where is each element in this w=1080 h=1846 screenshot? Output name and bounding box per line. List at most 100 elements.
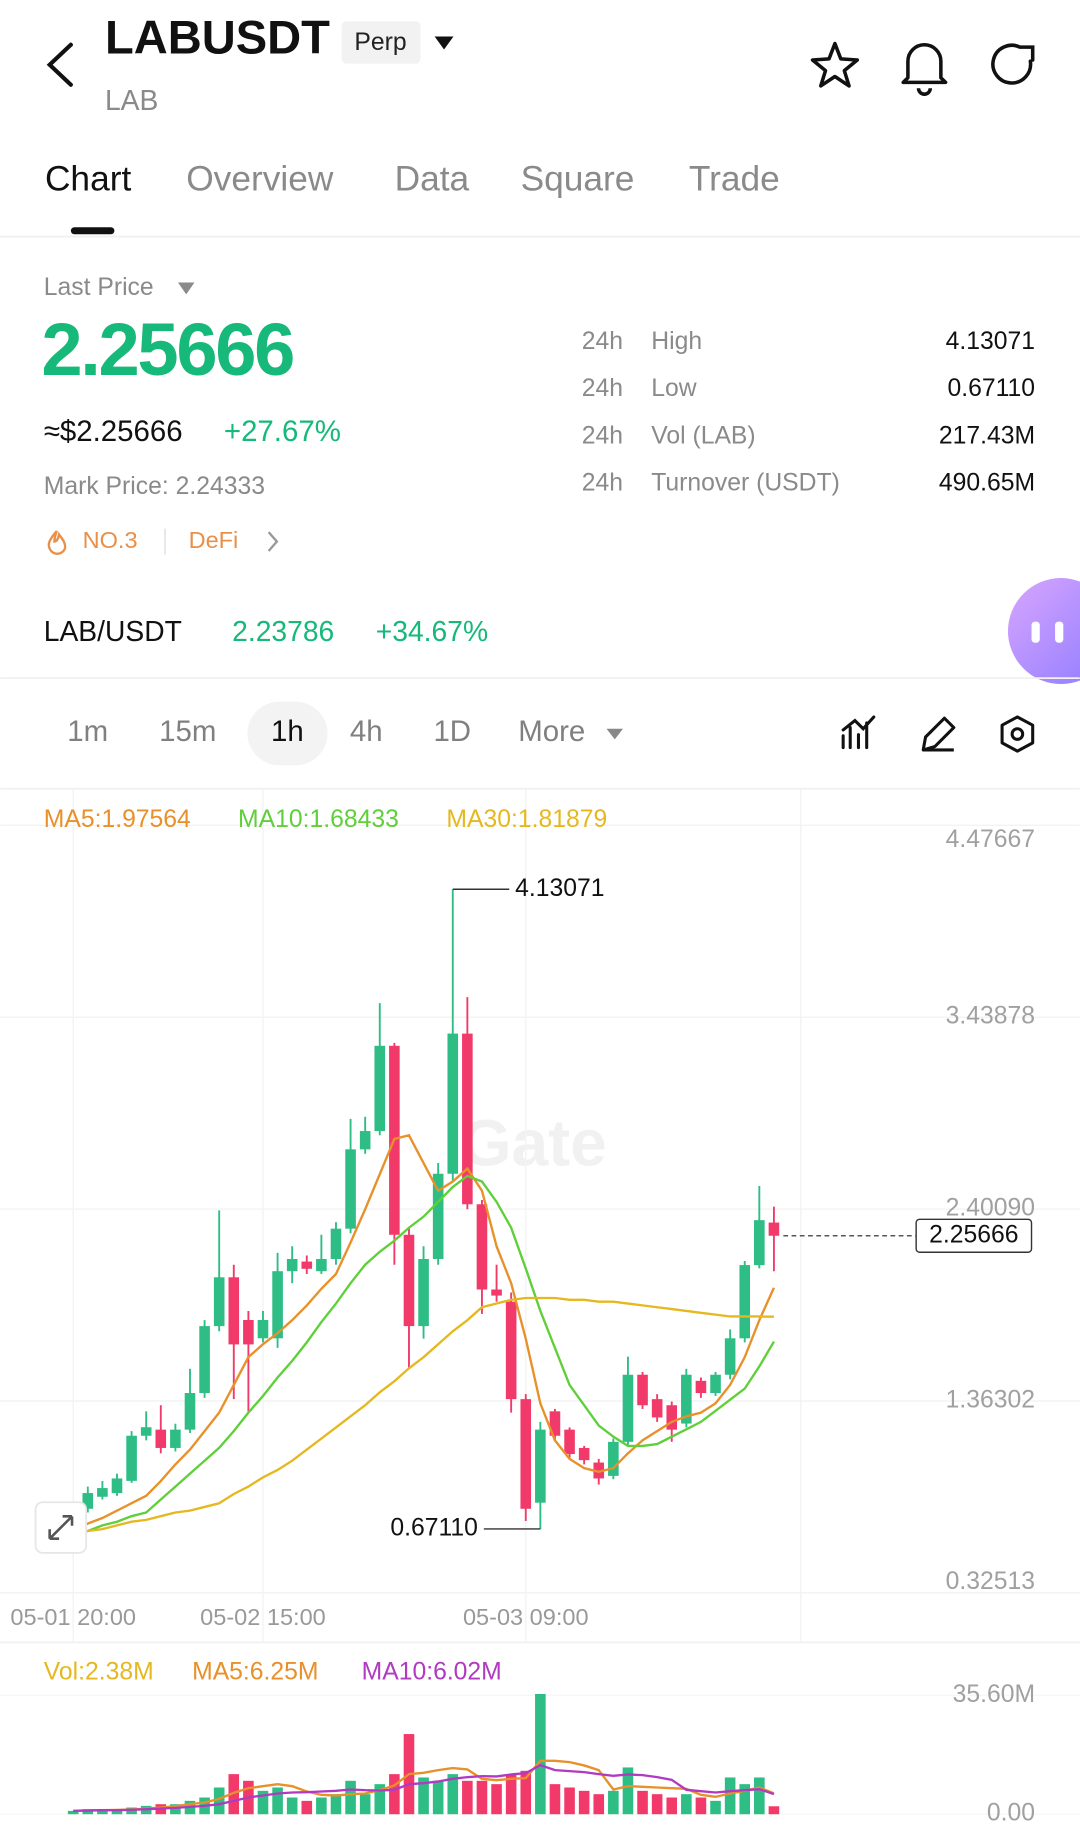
annotation-label: 0.67110 [390, 1514, 478, 1541]
stat-period: 24h [582, 328, 623, 355]
dropdown-icon[interactable] [434, 36, 454, 50]
candle-body [359, 1131, 371, 1150]
stat-value: 217.43M [939, 422, 1035, 449]
y-tick-label: 3.43878 [946, 1003, 1035, 1030]
watermark: Gate [460, 1105, 607, 1179]
interval[interactable]: 1D [433, 715, 471, 748]
volume-bar [301, 1800, 313, 1815]
candle-body [622, 1374, 634, 1442]
volume-bar [491, 1784, 502, 1815]
y-tick-label: 4.47667 [946, 826, 1035, 853]
price-box [915, 1218, 1033, 1253]
interval[interactable]: 1m [67, 715, 108, 748]
x-tick-label: 05-02 15:00 [200, 1604, 326, 1630]
y-tick-label: 2.40090 [946, 1195, 1035, 1222]
draw-icon[interactable] [921, 716, 956, 752]
ma-legend: MA10:1.68433 [238, 806, 399, 833]
back-button[interactable] [46, 42, 73, 87]
indicator-icon[interactable] [841, 715, 876, 750]
candle-body [666, 1405, 678, 1430]
ma-line [72, 1133, 776, 1533]
candle-body [286, 1258, 298, 1272]
candle-body [374, 1045, 386, 1132]
sector-tag[interactable]: DeFi [189, 527, 239, 553]
candle-body [140, 1427, 152, 1436]
ma-legend: MA5:1.97564 [44, 806, 191, 833]
rank-tag[interactable]: NO.3 [83, 527, 138, 553]
spot-pair[interactable]: LAB/USDT [44, 615, 182, 647]
caption-dropdown[interactable] [177, 282, 195, 295]
y-tick-label: 1.36302 [946, 1387, 1035, 1414]
bubble-glyph [1031, 621, 1040, 643]
volume-bar [739, 1784, 751, 1815]
candle-body [243, 1320, 254, 1345]
alert-icon[interactable] [901, 42, 948, 96]
volume-bar [67, 1810, 79, 1815]
candle-body [97, 1488, 108, 1497]
candle-body [228, 1277, 240, 1345]
interval[interactable]: 1h [271, 715, 304, 748]
interval[interactable]: More [518, 715, 585, 748]
tab-bar: Chart Overview Data Square Trade [45, 160, 780, 199]
volume-bar [316, 1797, 327, 1815]
candle-body [651, 1399, 663, 1418]
settings-icon[interactable] [1000, 715, 1035, 753]
candle-body [213, 1277, 225, 1327]
price-caption: Last Price [44, 274, 154, 301]
candle-body [403, 1234, 415, 1327]
candle-body [710, 1374, 721, 1394]
chevron [267, 531, 279, 552]
volume-bar [111, 1809, 123, 1815]
interval[interactable]: 15m [159, 715, 216, 748]
volume-legend: Vol:2.38M [44, 1658, 154, 1685]
bubble-glyph [1055, 621, 1064, 643]
candle-body [345, 1149, 356, 1229]
tab[interactable]: Data [395, 160, 470, 199]
volume-bar [695, 1797, 707, 1815]
volume-bar [228, 1774, 240, 1815]
candle-body [447, 1033, 459, 1174]
candle-body [754, 1220, 765, 1266]
stat-value: 4.13071 [946, 328, 1035, 355]
candle-body [301, 1261, 313, 1269]
favorite-icon[interactable] [810, 41, 860, 88]
price-box-label: 2.25666 [929, 1221, 1018, 1248]
tab[interactable]: Square [521, 160, 635, 199]
interval[interactable]: 4h [350, 715, 383, 748]
volume-bar [681, 1794, 692, 1815]
candle-body [505, 1301, 517, 1400]
interval-selected [247, 701, 328, 766]
tab[interactable]: Chart [45, 160, 132, 199]
assistant-bubble[interactable] [1007, 578, 1080, 684]
candle-body [578, 1447, 590, 1461]
tab[interactable]: Trade [689, 160, 780, 199]
candle-body [432, 1173, 444, 1259]
volume-ma-legend: MA10:6.02M [362, 1658, 502, 1685]
candle-body [82, 1493, 94, 1509]
volume-bar [389, 1774, 400, 1815]
candle-body [535, 1429, 546, 1503]
volume-ma-line [73, 1759, 775, 1813]
candle-body [170, 1429, 181, 1448]
volume-bar [359, 1794, 371, 1815]
badge-bg [341, 21, 421, 64]
candle-body [637, 1374, 648, 1406]
stat-value: 0.67110 [948, 375, 1036, 402]
candle-body [111, 1478, 123, 1494]
settings-icon-center [1010, 727, 1025, 741]
candle-body [155, 1429, 167, 1448]
volume-bar [345, 1780, 356, 1815]
stats: 24h High 4.13071 24h Low 0.67110 24h Vol (LAB) 2… [582, 328, 1035, 496]
volume-bar [637, 1790, 648, 1815]
candle-body [126, 1435, 137, 1481]
volume-bar [476, 1780, 488, 1815]
interval-bar: 1m 15m 1h 4h 1D More [67, 715, 585, 748]
share-icon[interactable] [991, 43, 1035, 85]
volume-bar [768, 1806, 780, 1815]
tab[interactable]: Overview [186, 160, 334, 199]
candle-body [184, 1393, 196, 1430]
volume-bar [608, 1790, 619, 1815]
more-dropdown[interactable] [606, 728, 623, 740]
